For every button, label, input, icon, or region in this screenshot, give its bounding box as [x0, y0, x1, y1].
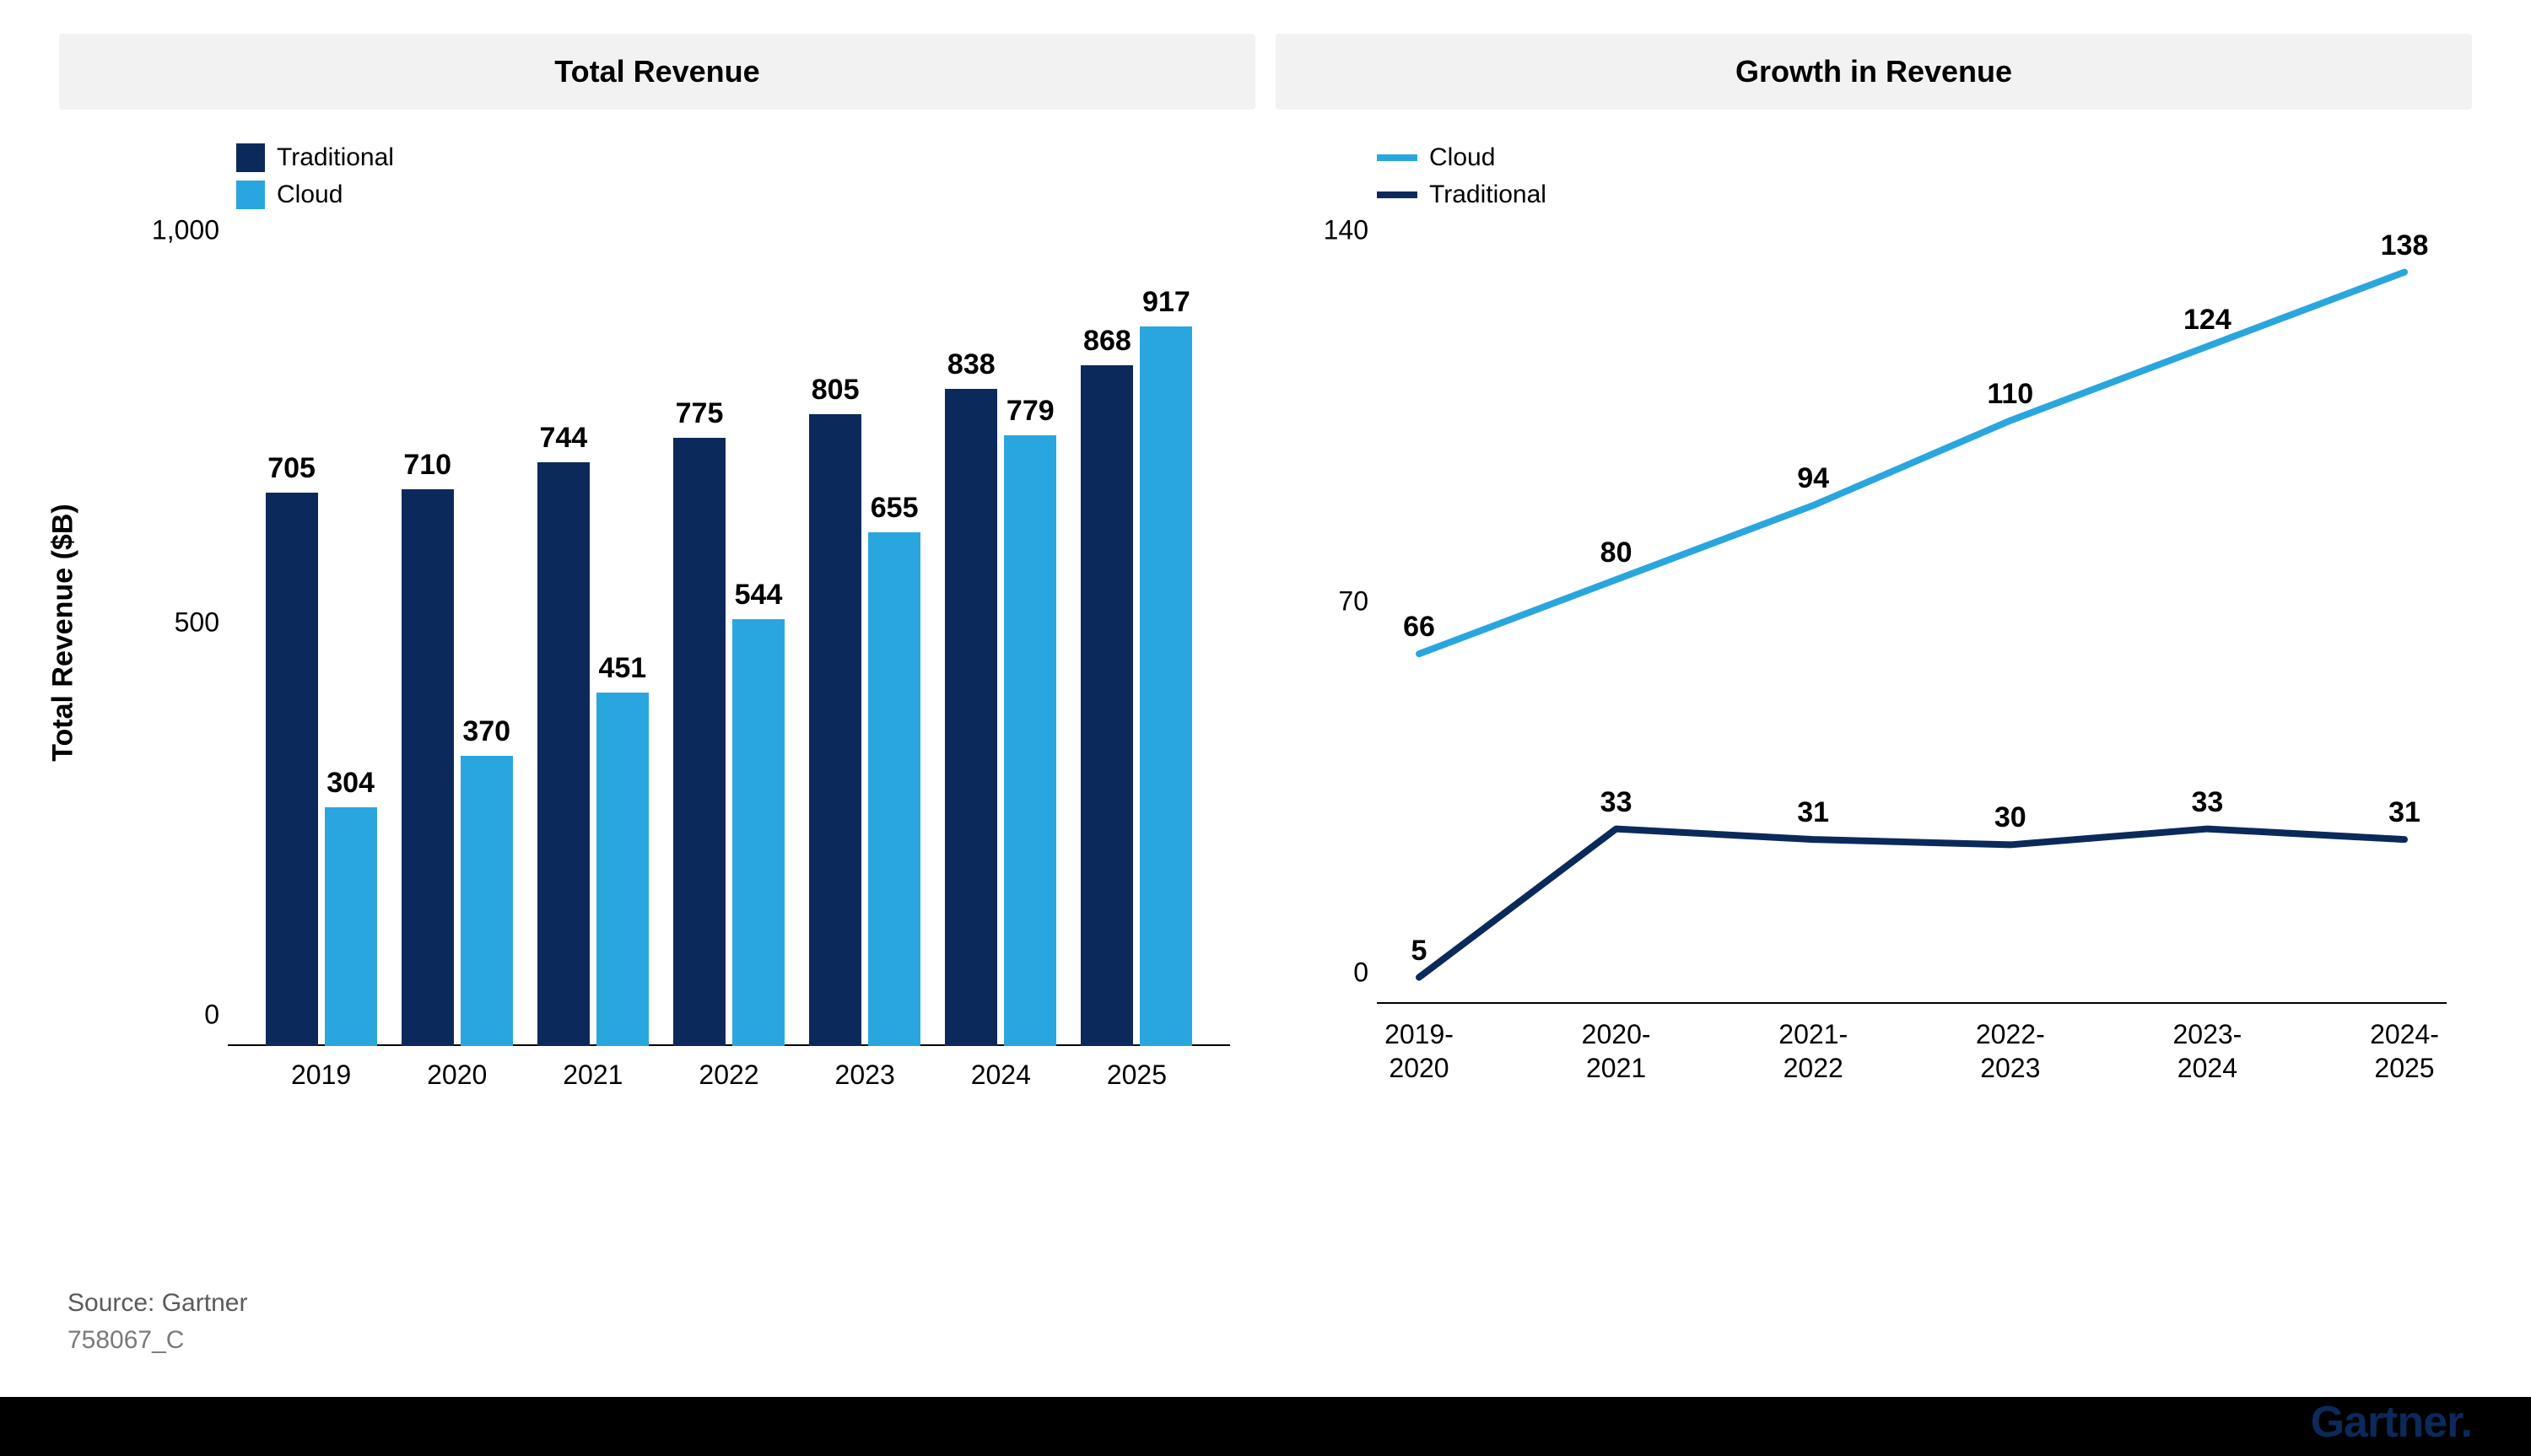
line-value-label: 31: [1797, 796, 1829, 829]
line-value-label: 94: [1797, 462, 1829, 495]
bottom-bar: [0, 1397, 2531, 1456]
bar-cloud: 451: [596, 693, 649, 1046]
legend-item-traditional: Traditional: [236, 143, 394, 172]
bar-chart-legend: Traditional Cloud: [236, 143, 394, 218]
charts-row: Total Revenue Traditional Cloud Total Re…: [0, 0, 2531, 1130]
bar-value-label: 779: [1006, 395, 1055, 428]
bar-group: 775544: [673, 438, 785, 1046]
bar-cloud: 544: [732, 619, 785, 1046]
line-cloud: [1419, 272, 2404, 655]
bar-cloud: 655: [868, 532, 920, 1046]
bar-value-label: 304: [326, 767, 375, 800]
bar-group: 805655: [809, 414, 920, 1046]
brand-logo: Gartner.: [2311, 1397, 2472, 1448]
bar-x-tick: 2021: [563, 1060, 623, 1091]
bar-traditional: 705: [266, 493, 318, 1046]
legend-item-traditional-line: Traditional: [1377, 181, 1546, 209]
bar-y-tick: 1,000: [127, 215, 219, 246]
legend-item-cloud-line: Cloud: [1377, 143, 1546, 172]
bar-x-tick: 2019: [291, 1060, 351, 1091]
bar-value-label: 710: [403, 449, 451, 482]
bar-cloud: 304: [325, 807, 377, 1046]
footer-ref: 758067_C: [67, 1326, 247, 1355]
bar-value-label: 744: [539, 422, 587, 455]
bar-x-tick: 2020: [427, 1060, 487, 1091]
bar-cloud: 779: [1004, 435, 1056, 1046]
bar-value-label: 451: [598, 652, 646, 685]
legend-label-cloud: Cloud: [277, 181, 343, 209]
line-y-tick: 0: [1301, 957, 1368, 989]
bar-plot-area: 05001,0007053042019710370202074445120217…: [228, 262, 1230, 1046]
line-value-label: 124: [2183, 304, 2231, 337]
legend-swatch-traditional: [236, 143, 265, 172]
line-x-tick: 2019-2020: [1384, 1017, 1454, 1085]
bar-value-label: 705: [267, 452, 316, 485]
line-x-tick: 2024-2025: [2370, 1017, 2439, 1085]
line-x-tick: 2021-2022: [1778, 1017, 1848, 1085]
line-value-label: 66: [1403, 611, 1435, 644]
line-chart-title: Growth in Revenue: [1276, 34, 2472, 110]
legend-line-swatch-traditional: [1377, 191, 1417, 198]
line-traditional: [1419, 829, 2404, 978]
bar-traditional: 744: [537, 462, 590, 1046]
legend-label-traditional-line: Traditional: [1429, 181, 1546, 209]
line-value-label: 138: [2381, 229, 2429, 262]
bar-traditional: 710: [402, 489, 454, 1046]
line-chart-panel: Growth in Revenue Cloud Traditional 0 70 1…: [1276, 34, 2472, 1130]
bar-traditional: 805: [809, 414, 861, 1046]
footer-source: Source: Gartner: [67, 1289, 247, 1318]
bar-x-tick: 2023: [835, 1060, 895, 1091]
line-value-label: 30: [1994, 801, 2026, 834]
line-x-tick: 2023-2024: [2172, 1017, 2242, 1085]
bar-chart-title: Total Revenue: [59, 34, 1255, 110]
line-chart-legend: Cloud Traditional: [1377, 143, 1546, 218]
bar-group: 705304: [266, 493, 377, 1046]
line-x-tick: 2022-2023: [1976, 1017, 2045, 1085]
bar-value-label: 775: [676, 397, 724, 430]
bar-chart-body: Traditional Cloud Total Revenue ($B) 050…: [59, 135, 1255, 1130]
legend-swatch-cloud: [236, 181, 265, 209]
line-y-tick: 70: [1301, 586, 1368, 617]
bar-y-tick: 0: [127, 1000, 219, 1031]
line-value-label: 110: [1987, 378, 2033, 411]
legend-label-cloud-line: Cloud: [1429, 143, 1495, 172]
bar-group: 868917: [1081, 326, 1192, 1046]
bar-value-label: 655: [871, 492, 919, 525]
bar-cloud: 917: [1140, 326, 1192, 1046]
bar-chart-panel: Total Revenue Traditional Cloud Total Re…: [59, 34, 1255, 1130]
line-x-tick: 2020-2021: [1582, 1017, 1651, 1085]
line-value-label: 33: [1600, 786, 1632, 819]
bar-group: 838779: [945, 389, 1056, 1046]
line-chart-body: Cloud Traditional 0 70 140 66 80 94 110 124 138 5…: [1276, 135, 2472, 1130]
bar-group: 744451: [537, 462, 649, 1046]
bar-y-axis-label: Total Revenue ($B): [47, 504, 80, 761]
bar-value-label: 805: [812, 374, 860, 407]
bar-value-label: 917: [1142, 286, 1190, 319]
line-value-label: 5: [1411, 935, 1427, 968]
bar-value-label: 838: [947, 348, 996, 381]
line-svg: [1377, 262, 2447, 1004]
bar-group: 710370: [402, 489, 513, 1046]
bar-cloud: 370: [461, 756, 513, 1046]
bar-x-tick: 2024: [971, 1060, 1031, 1091]
bar-traditional: 838: [945, 389, 997, 1046]
legend-line-swatch-cloud: [1377, 154, 1417, 161]
line-y-tick: 140: [1301, 215, 1368, 246]
bar-x-tick: 2022: [699, 1060, 758, 1091]
line-value-label: 33: [2191, 786, 2223, 819]
legend-label-traditional: Traditional: [277, 143, 394, 172]
line-plot-area: 070140668094110124138533313033312019-202…: [1377, 262, 2447, 1004]
footer-notes: Source: Gartner 758067_C: [67, 1289, 247, 1355]
page: Total Revenue Traditional Cloud Total Re…: [0, 0, 2531, 1456]
legend-item-cloud: Cloud: [236, 181, 394, 209]
bar-y-tick: 500: [127, 607, 219, 639]
bar-value-label: 868: [1083, 325, 1131, 358]
line-value-label: 31: [2388, 796, 2420, 829]
bar-x-tick: 2025: [1107, 1060, 1167, 1091]
bar-value-label: 544: [735, 579, 783, 612]
bar-value-label: 370: [462, 715, 510, 748]
bar-traditional: 775: [673, 438, 726, 1046]
line-value-label: 80: [1600, 537, 1632, 569]
bar-traditional: 868: [1081, 365, 1133, 1046]
